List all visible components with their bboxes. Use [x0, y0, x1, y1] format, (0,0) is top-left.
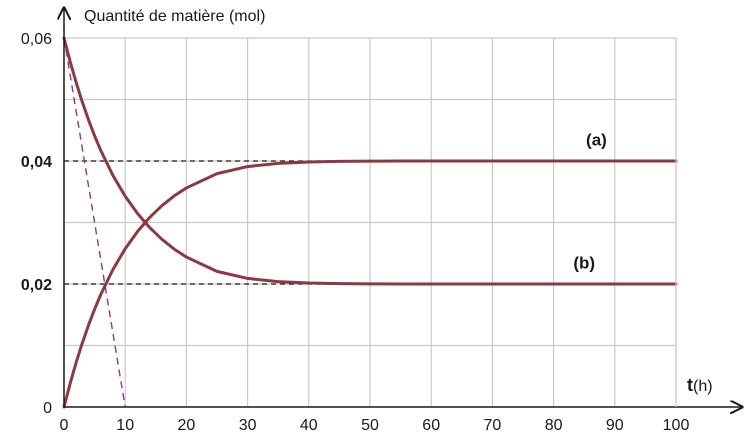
x-tick-label-90: 90 — [606, 417, 624, 434]
y-tick-label-0,02: 0,02 — [21, 277, 52, 294]
curve-label-b: (b) — [573, 254, 595, 273]
x-tick-label-70: 70 — [484, 417, 502, 434]
tick-labels: 0 10 20 30 40 50 60 70 80 90 100 0 0,02 0,04 0,06 — [21, 31, 690, 434]
axes — [64, 8, 742, 407]
x-tick-label-50: 50 — [361, 417, 379, 434]
x-axis-title-symbol: t — [687, 375, 693, 395]
y-axis-title: Quantité de matière (mol) — [84, 8, 265, 25]
x-axis-title-unit: (h) — [693, 378, 713, 395]
x-tick-label-0: 0 — [60, 417, 69, 434]
curve-label-a: (a) — [586, 131, 607, 150]
curves — [62, 36, 678, 409]
x-axis-title: t(h) — [687, 375, 713, 395]
x-tick-label-30: 30 — [239, 417, 257, 434]
curve-b — [62, 36, 678, 286]
x-tick-label-20: 20 — [178, 417, 196, 434]
y-tick-label-0,06: 0,06 — [21, 31, 52, 48]
tangent-dashed-line — [63, 37, 126, 408]
x-tick-label-80: 80 — [545, 417, 563, 434]
x-tick-label-10: 10 — [116, 417, 134, 434]
grid — [64, 37, 677, 407]
x-tick-label-100: 100 — [663, 417, 690, 434]
curve-labels: (a) (b) — [573, 131, 606, 273]
x-tick-label-60: 60 — [422, 417, 440, 434]
x-tick-label-40: 40 — [300, 417, 318, 434]
y-tick-label-0: 0 — [43, 400, 52, 417]
curve-a — [62, 159, 678, 409]
y-tick-label-0,04: 0,04 — [21, 154, 52, 171]
